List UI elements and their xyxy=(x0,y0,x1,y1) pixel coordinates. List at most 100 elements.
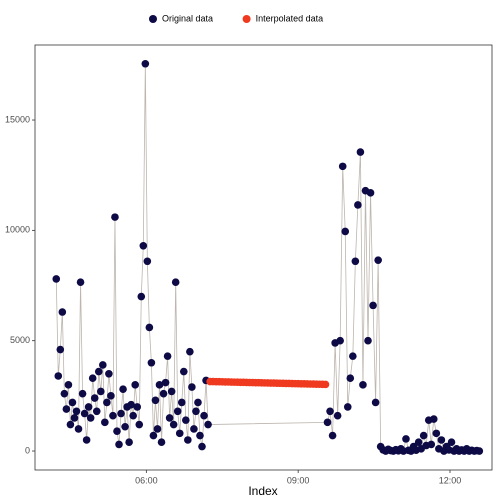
data-point xyxy=(101,418,109,427)
data-point xyxy=(333,411,342,420)
legend-text: Original data xyxy=(162,13,213,23)
data-point xyxy=(70,414,79,422)
data-point xyxy=(86,414,95,422)
data-point xyxy=(127,400,135,409)
data-point xyxy=(356,148,365,156)
data-point xyxy=(58,308,67,316)
data-point xyxy=(349,352,357,360)
data-point xyxy=(194,398,202,407)
data-point xyxy=(374,256,382,264)
data-point xyxy=(103,398,111,407)
data-point xyxy=(66,420,75,429)
legend-text: Interpolated data xyxy=(256,13,324,23)
data-point xyxy=(72,407,81,416)
data-point xyxy=(78,389,87,398)
panel-border xyxy=(34,44,493,471)
data-point xyxy=(149,431,158,440)
data-point xyxy=(165,414,174,422)
data-point xyxy=(429,415,438,423)
data-point xyxy=(326,407,334,416)
data-point xyxy=(76,278,85,287)
data-point xyxy=(366,189,375,197)
data-point xyxy=(192,407,200,416)
data-point xyxy=(90,394,99,402)
data-point xyxy=(88,374,97,383)
data-point xyxy=(351,257,360,266)
data-point xyxy=(109,411,117,420)
data-point xyxy=(321,380,330,389)
data-point xyxy=(121,422,129,431)
data-point xyxy=(151,396,160,405)
data-point xyxy=(343,403,352,411)
data-point xyxy=(188,383,196,391)
data-point xyxy=(341,227,350,236)
data-point xyxy=(52,275,61,283)
data-point xyxy=(190,425,198,433)
data-point xyxy=(139,242,148,250)
data-point xyxy=(175,429,184,438)
data-point xyxy=(129,411,137,420)
data-point xyxy=(153,425,162,433)
data-point xyxy=(94,367,103,376)
data-point xyxy=(56,345,65,354)
x-axis-title: Index xyxy=(248,484,277,498)
data-point xyxy=(117,409,125,418)
data-point xyxy=(82,436,91,444)
data-point xyxy=(107,392,115,400)
data-point xyxy=(74,425,83,433)
data-point xyxy=(359,381,367,389)
data-point xyxy=(111,213,119,221)
data-point xyxy=(419,431,428,440)
data-point xyxy=(135,420,144,429)
data-point xyxy=(177,398,186,407)
y-tick-label: 5000 xyxy=(10,335,30,345)
data-point xyxy=(475,447,484,455)
data-point xyxy=(169,420,178,429)
legend-marker xyxy=(242,15,251,23)
data-point xyxy=(179,367,188,376)
x-tick-label: 06:00 xyxy=(135,475,158,485)
data-point xyxy=(131,381,140,389)
data-point xyxy=(167,387,176,396)
data-point xyxy=(336,336,344,345)
data-point xyxy=(99,361,107,369)
y-tick-label: 0 xyxy=(25,445,30,455)
data-point xyxy=(92,407,101,416)
data-point xyxy=(141,59,150,68)
data-point xyxy=(80,409,89,418)
data-point xyxy=(115,440,123,449)
data-point xyxy=(145,323,154,332)
data-point xyxy=(147,358,156,367)
data-point xyxy=(200,411,208,420)
data-point xyxy=(68,398,77,407)
data-point xyxy=(184,436,192,444)
x-tick-label: 12:00 xyxy=(439,475,462,485)
data-point xyxy=(64,381,73,389)
data-point xyxy=(125,438,133,446)
data-point xyxy=(159,389,168,398)
data-line xyxy=(55,63,480,453)
y-tick-label: 10000 xyxy=(5,225,30,235)
data-point xyxy=(157,438,166,446)
data-point xyxy=(338,162,347,171)
data-point xyxy=(54,372,63,380)
data-point xyxy=(84,403,93,411)
data-point xyxy=(186,347,194,356)
data-point xyxy=(133,403,142,411)
data-point xyxy=(182,416,190,424)
data-point xyxy=(346,374,355,383)
data-point xyxy=(204,420,212,429)
data-point xyxy=(155,381,164,389)
data-point xyxy=(371,398,380,407)
data-point xyxy=(143,257,152,266)
data-point xyxy=(163,352,172,360)
data-point xyxy=(369,301,377,310)
data-point xyxy=(161,378,170,387)
data-point xyxy=(328,431,337,440)
data-point xyxy=(173,407,182,416)
data-point xyxy=(447,438,456,446)
data-point xyxy=(196,431,204,440)
data-point xyxy=(105,369,113,378)
data-point xyxy=(119,385,127,394)
